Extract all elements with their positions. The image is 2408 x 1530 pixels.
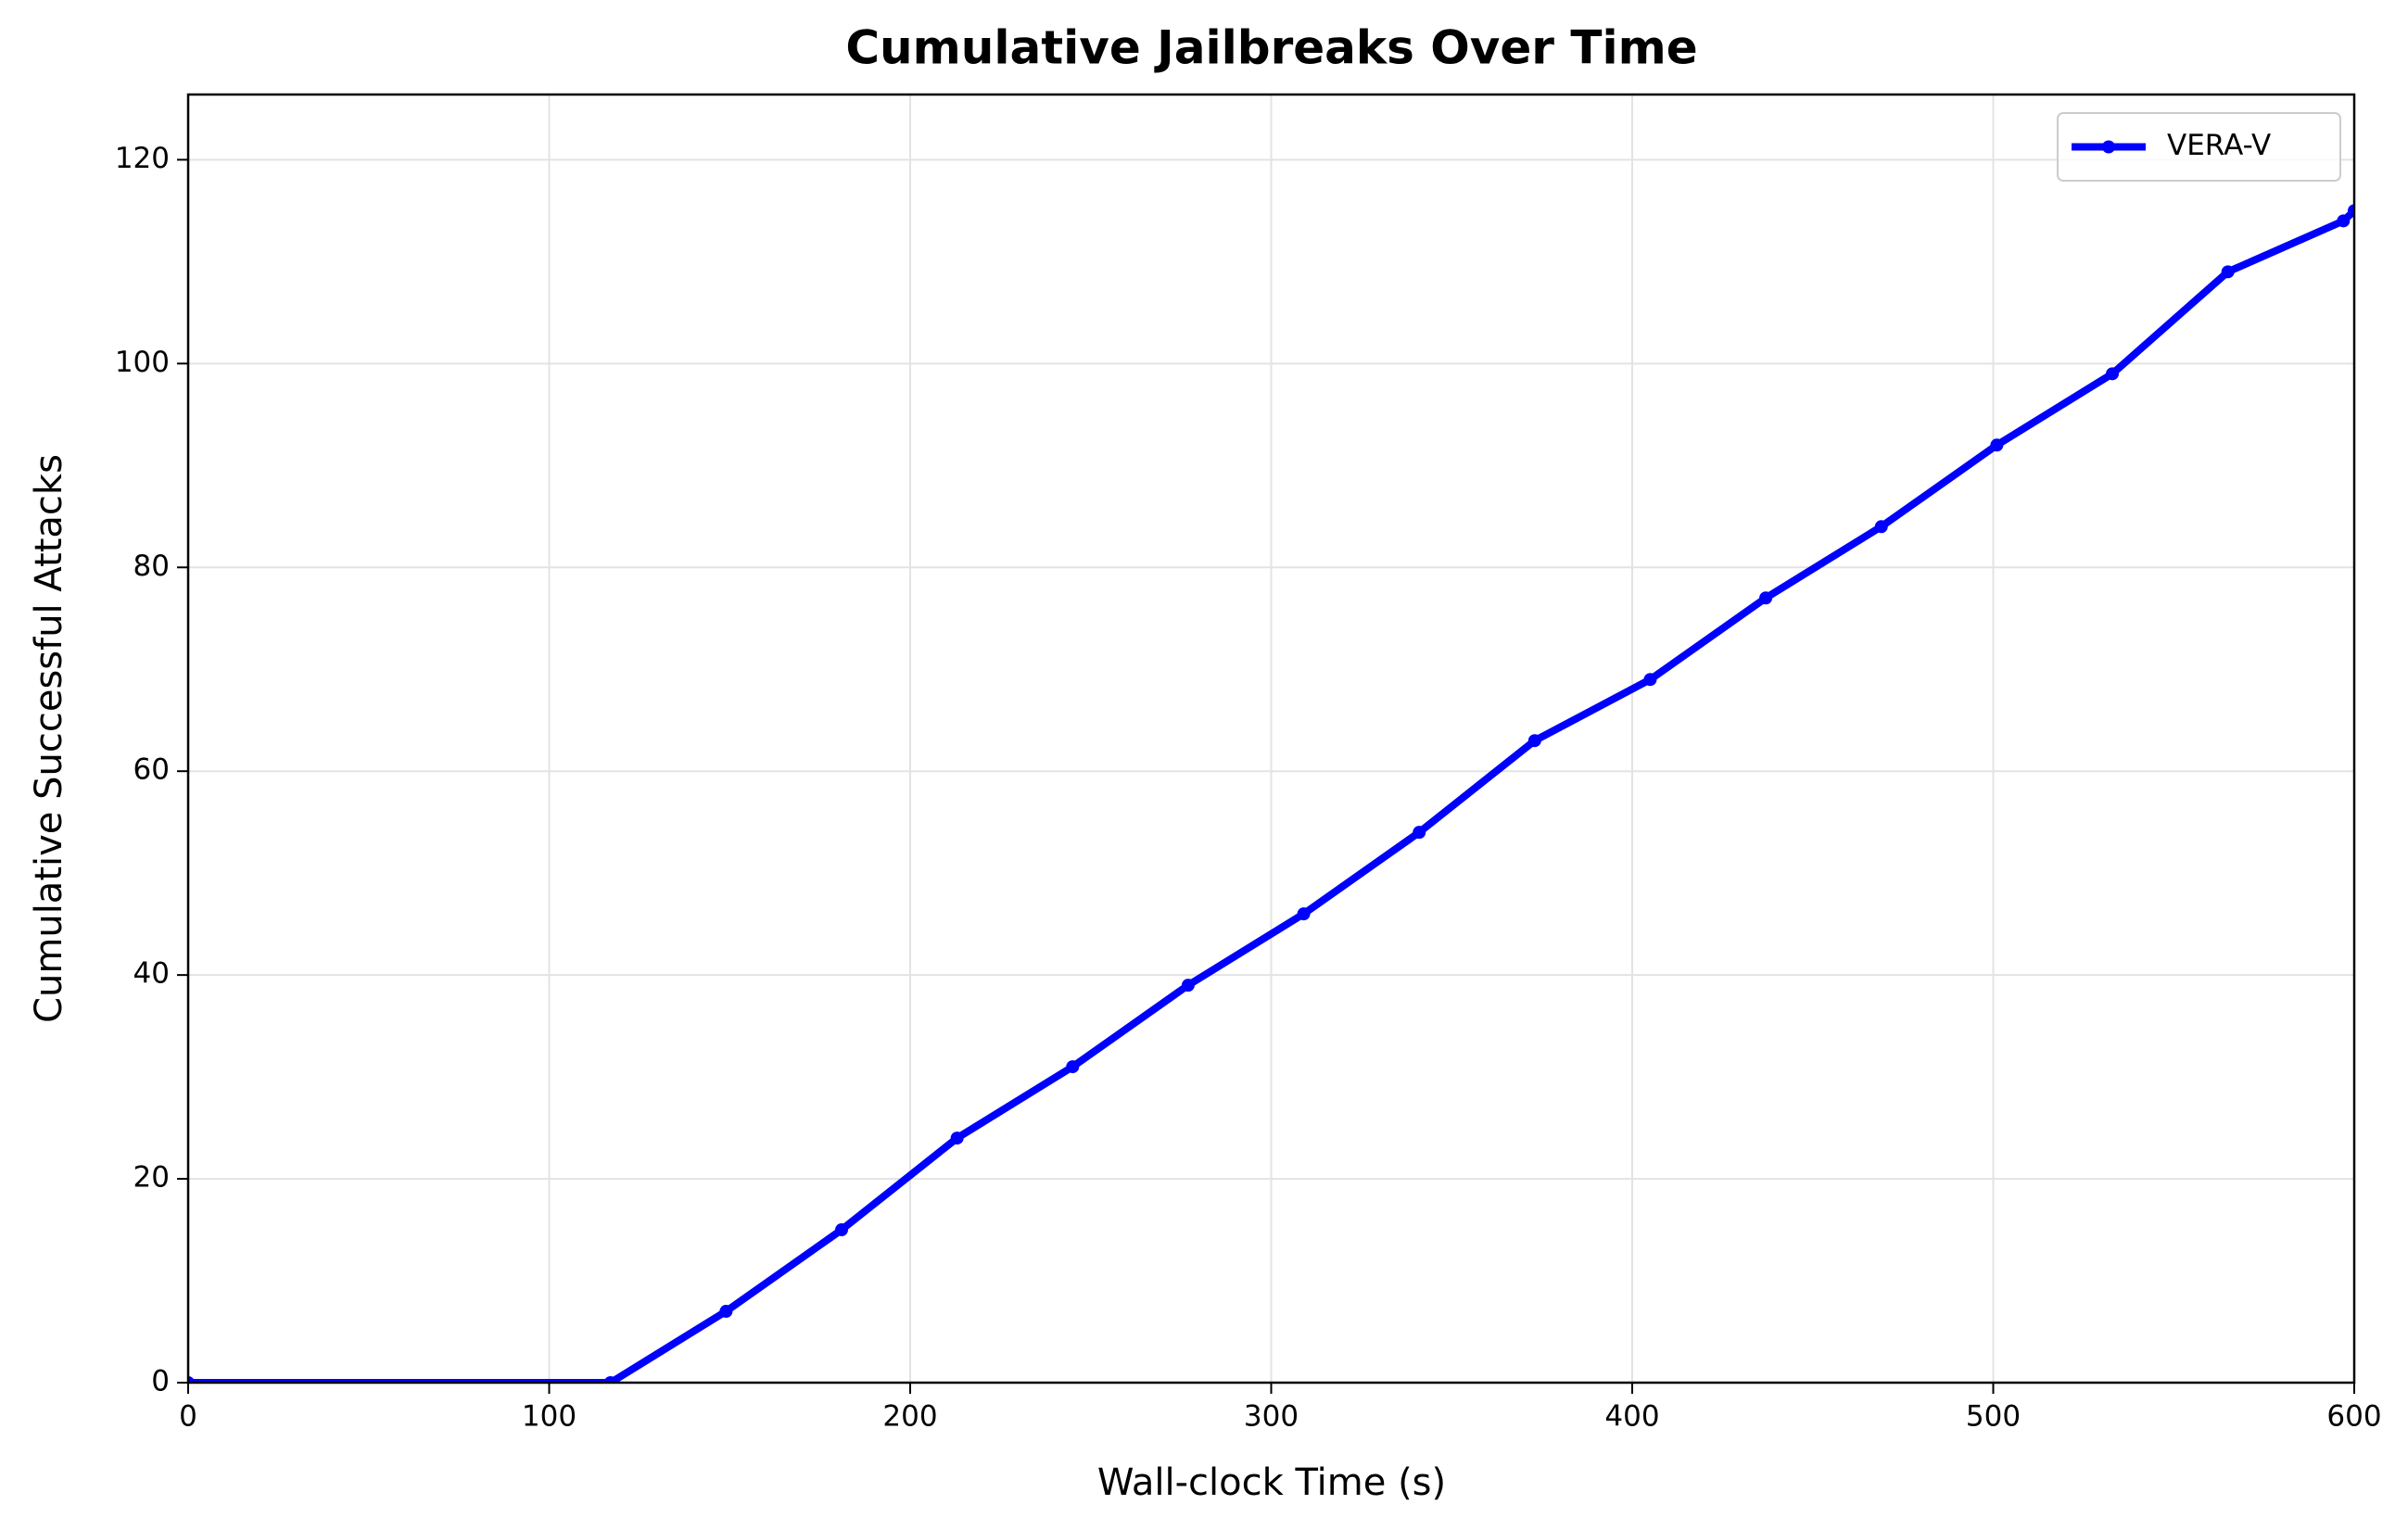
- y-tick-label: 20: [133, 1161, 170, 1195]
- legend-box: [2057, 112, 2341, 182]
- x-tick-label: 0: [179, 1400, 197, 1434]
- legend-marker: [2102, 140, 2115, 154]
- marker: [2106, 367, 2120, 381]
- marker: [834, 1223, 848, 1237]
- marker: [1413, 826, 1426, 840]
- y-tick-label: 40: [133, 957, 170, 991]
- marker: [1527, 734, 1541, 748]
- chart-title: Cumulative Jailbreaks Over Time: [845, 21, 1697, 75]
- x-tick-label: 400: [1604, 1400, 1659, 1434]
- marker: [603, 1376, 617, 1383]
- marker: [1874, 520, 1888, 534]
- marker: [1643, 673, 1657, 687]
- marker: [1181, 979, 1195, 993]
- y-tick-label: 100: [115, 346, 170, 379]
- marker: [1066, 1060, 1080, 1074]
- y-tick-label: 80: [133, 550, 170, 583]
- y-tick-label: 60: [133, 753, 170, 787]
- marker: [2221, 265, 2235, 279]
- marker: [950, 1132, 964, 1145]
- line: [188, 208, 2354, 1383]
- x-tick-label: 100: [522, 1400, 577, 1434]
- marker: [2348, 204, 2354, 218]
- legend-label: VERA-V: [2167, 129, 2271, 162]
- x-tick-label: 600: [2326, 1400, 2381, 1434]
- y-tick-label: 0: [151, 1365, 170, 1398]
- marker: [2337, 214, 2351, 228]
- series: [188, 204, 2354, 1383]
- y-axis-label: Cumulative Successful Attacks: [28, 454, 70, 1023]
- marker: [1297, 907, 1311, 921]
- marker: [1759, 591, 1773, 605]
- marker: [188, 1376, 195, 1383]
- marker: [719, 1305, 733, 1319]
- y-tick-label: 120: [115, 142, 170, 175]
- plot-frame: [186, 93, 2356, 1385]
- x-axis-label: Wall-clock Time (s): [1097, 1461, 1446, 1504]
- x-tick-label: 500: [1966, 1400, 2021, 1434]
- x-tick-label: 300: [1244, 1400, 1299, 1434]
- marker: [1990, 438, 2004, 452]
- x-tick-label: 200: [882, 1400, 937, 1434]
